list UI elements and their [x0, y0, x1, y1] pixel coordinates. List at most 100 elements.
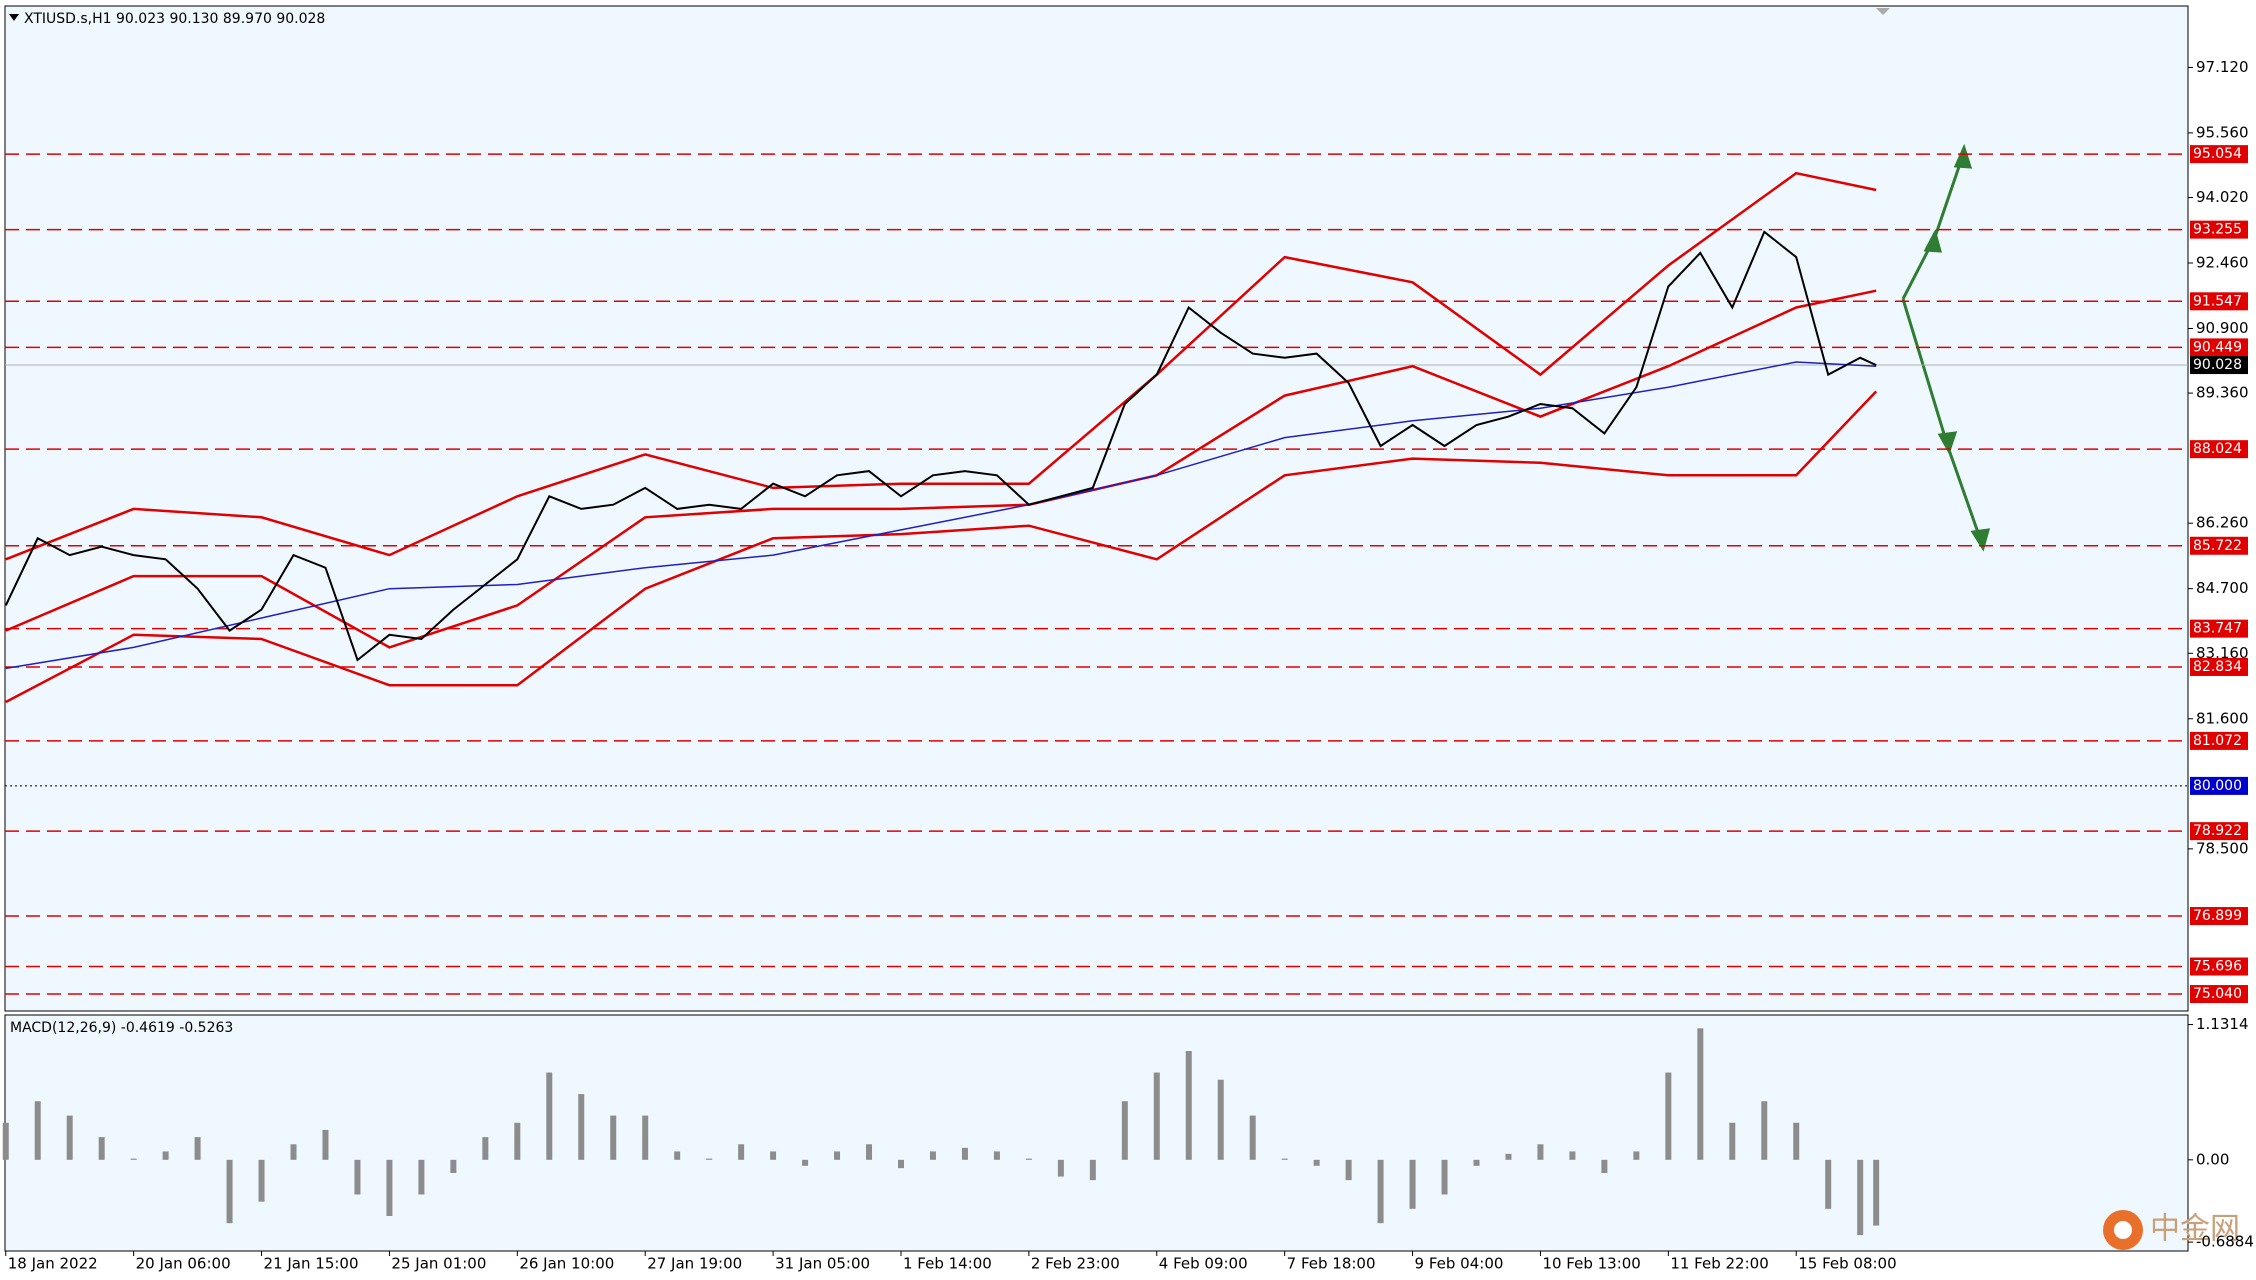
- macd-bar: [1633, 1151, 1640, 1160]
- last-price-box: [2190, 356, 2248, 375]
- band-upper: [5, 171, 1877, 561]
- macd-bar: [66, 1115, 73, 1160]
- arrow-head: [1923, 228, 1943, 253]
- macd-bar: [1121, 1101, 1128, 1160]
- level-label-box: [2190, 220, 2248, 239]
- macd-bar: [610, 1115, 617, 1160]
- level-label-box: [2190, 657, 2248, 676]
- shift-marker: [1876, 8, 1890, 15]
- macd-bar: [130, 1158, 137, 1160]
- level-label: 76.899: [2193, 908, 2242, 924]
- macd-bar: [993, 1151, 1000, 1160]
- macd-bar: [482, 1137, 489, 1160]
- level-label-box: [2190, 440, 2248, 459]
- macd-bar: [1473, 1159, 1480, 1166]
- level-label-box: [2190, 145, 2248, 164]
- macd-bar: [514, 1122, 521, 1160]
- level-label: 75.040: [2193, 986, 2242, 1002]
- level-label: 81.072: [2193, 733, 2242, 749]
- level-label-box: [2190, 957, 2248, 976]
- x-tick-label: 15 Feb 08:00: [1798, 1255, 1896, 1273]
- forecast-arrows: [1901, 143, 1991, 552]
- level-label-box: [2190, 619, 2248, 638]
- level-label-box: [2190, 985, 2248, 1004]
- last-price-label: 90.028: [2193, 357, 2242, 373]
- x-tick-label: 7 Feb 18:00: [1287, 1255, 1376, 1273]
- x-tick-label: 18 Jan 2022: [8, 1255, 98, 1273]
- x-tick-label: 1 Feb 14:00: [903, 1255, 992, 1273]
- header: XTIUSD.s,H1 90.023 90.130 89.970 90.028: [24, 11, 325, 27]
- macd-bar: [738, 1144, 745, 1160]
- macd-bar: [1409, 1159, 1416, 1209]
- x-tick-label: 31 Jan 05:00: [775, 1255, 870, 1273]
- macd-bar: [98, 1137, 105, 1160]
- macd-bar: [2, 1122, 9, 1160]
- watermark: 中金网: [2150, 1212, 2240, 1247]
- macd-bar: [1601, 1159, 1608, 1173]
- macd-tick-label: 0.00: [2196, 1150, 2229, 1168]
- macd-bar: [226, 1159, 233, 1224]
- level-label: 91.547: [2193, 293, 2242, 309]
- macd-bar: [1313, 1159, 1320, 1166]
- macd-bar: [1729, 1122, 1736, 1160]
- main-pane: [4, 5, 2189, 1012]
- x-tick-label: 9 Feb 04:00: [1415, 1255, 1504, 1273]
- round-level-label: 80.000: [2193, 778, 2242, 794]
- level-label: 93.255: [2193, 222, 2242, 238]
- macd-bar: [258, 1159, 265, 1202]
- macd-label: MACD(12,26,9) -0.4619 -0.5263: [10, 1020, 233, 1036]
- macd-bar: [834, 1151, 841, 1160]
- macd-bar: [386, 1159, 393, 1217]
- macd-bar: [162, 1151, 169, 1160]
- y-tick-label: 94.020: [2196, 188, 2249, 206]
- y-tick-label: 95.560: [2196, 123, 2249, 141]
- macd-bar: [1025, 1158, 1032, 1160]
- moving-average: [5, 361, 1877, 670]
- macd-bar: [866, 1144, 873, 1160]
- macd-bar: [546, 1072, 553, 1160]
- round-level-box: [2190, 776, 2248, 795]
- x-tick-label: 20 Jan 06:00: [136, 1255, 231, 1273]
- level-label-box: [2190, 907, 2248, 926]
- x-tick-label: 4 Feb 09:00: [1159, 1255, 1248, 1273]
- x-tick-label: 21 Jan 15:00: [264, 1255, 359, 1273]
- x-tick-label: 2 Feb 23:00: [1031, 1255, 1120, 1273]
- level-label: 83.747: [2193, 621, 2242, 637]
- level-label: 82.834: [2193, 659, 2242, 675]
- macd-bar: [1281, 1158, 1288, 1160]
- level-label-box: [2190, 822, 2248, 841]
- y-tick-label: 83.160: [2196, 644, 2249, 662]
- macd-bar: [1569, 1151, 1576, 1160]
- watermark-logo-inner: [2114, 1221, 2132, 1239]
- level-label: 95.054: [2193, 146, 2242, 162]
- macd-bar: [1217, 1079, 1224, 1160]
- macd-bar: [34, 1101, 41, 1160]
- macd-bar: [1089, 1159, 1096, 1181]
- level-label: 90.449: [2193, 339, 2242, 355]
- y-tick-label: 81.600: [2196, 709, 2249, 727]
- macd-bar: [642, 1115, 649, 1160]
- macd-bar: [1057, 1159, 1064, 1177]
- macd-bar: [1505, 1153, 1512, 1160]
- macd-bar: [418, 1159, 425, 1195]
- macd-bar: [961, 1147, 968, 1160]
- macd-bar: [1857, 1159, 1864, 1236]
- macd-bar: [322, 1129, 329, 1160]
- x-tick-label: 27 Jan 19:00: [647, 1255, 742, 1273]
- macd-bar: [578, 1094, 585, 1160]
- macd-bar: [1185, 1051, 1192, 1160]
- x-tick-label: 10 Feb 13:00: [1542, 1255, 1640, 1273]
- macd-bar: [354, 1159, 361, 1195]
- arrow-head: [1953, 143, 1973, 169]
- y-tick-label: 78.500: [2196, 839, 2249, 857]
- level-label: 75.696: [2193, 959, 2242, 975]
- macd-bar: [450, 1159, 457, 1173]
- macd-tick-label: -0.6884: [2196, 1233, 2254, 1251]
- arrow-head: [1970, 528, 1991, 552]
- level-label-box: [2190, 338, 2248, 357]
- arrow-head: [1937, 431, 1958, 455]
- macd-tick-label: 1.1314: [2196, 1015, 2249, 1033]
- macd-bar: [1345, 1159, 1352, 1181]
- level-label: 78.922: [2193, 823, 2242, 839]
